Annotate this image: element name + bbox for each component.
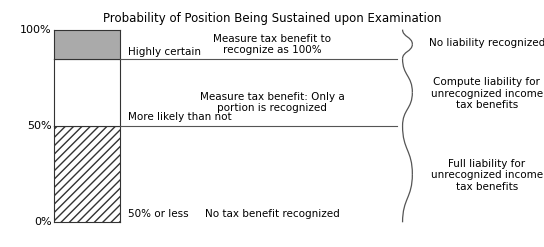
Text: No tax benefit recognized: No tax benefit recognized (205, 209, 339, 219)
Text: Highly certain: Highly certain (128, 47, 201, 57)
Text: 50%: 50% (27, 121, 52, 131)
Text: 100%: 100% (20, 25, 52, 35)
Text: Measure tax benefit: Only a
portion is recognized: Measure tax benefit: Only a portion is r… (200, 92, 344, 113)
Text: Probability of Position Being Sustained upon Examination: Probability of Position Being Sustained … (103, 12, 441, 25)
Text: Full liability for
unrecognized income
tax benefits: Full liability for unrecognized income t… (431, 159, 543, 192)
Text: 0%: 0% (34, 217, 52, 227)
Text: 50% or less: 50% or less (128, 209, 188, 219)
Text: Compute liability for
unrecognized income
tax benefits: Compute liability for unrecognized incom… (431, 77, 543, 110)
Text: More likely than not: More likely than not (128, 112, 231, 122)
Text: Measure tax benefit to
recognize as 100%: Measure tax benefit to recognize as 100% (213, 34, 331, 55)
Text: No liability recognized: No liability recognized (429, 38, 544, 48)
